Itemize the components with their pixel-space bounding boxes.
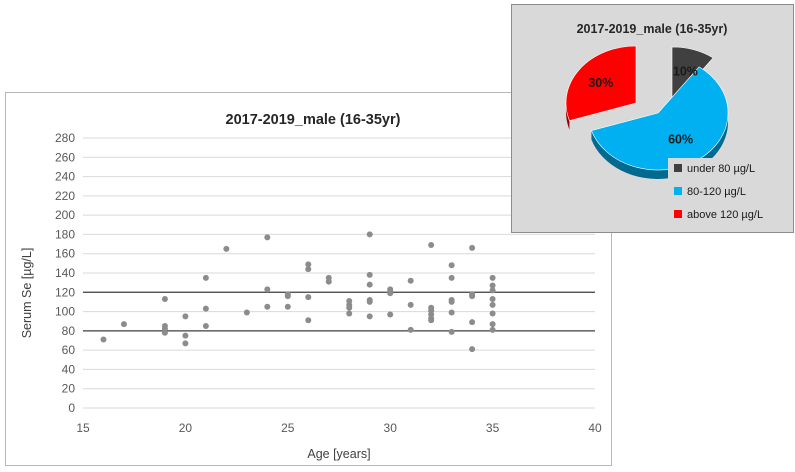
scatter-point xyxy=(489,321,496,328)
pie-slice-label: 10% xyxy=(673,64,698,78)
scatter-point xyxy=(407,301,414,308)
y-tick-label: 100 xyxy=(55,305,75,319)
scatter-point xyxy=(120,321,127,328)
y-tick-label: 260 xyxy=(55,150,75,164)
scatter-points xyxy=(100,231,496,353)
pie-chart-panel: 2017-2019_male (16-35yr) 10% 60% 30% under… xyxy=(511,4,794,233)
pie-legend: under 80 µg/L 80-120 µg/L above 120 µg/L xyxy=(668,158,790,230)
scatter-point xyxy=(448,328,455,335)
scatter-point xyxy=(428,242,435,249)
scatter-point xyxy=(182,332,189,339)
legend-label: 80-120 µg/L xyxy=(687,186,746,198)
scatter-point xyxy=(100,336,107,343)
scatter-point xyxy=(346,304,353,311)
scatter-point xyxy=(448,309,455,316)
pie-slice-label: 60% xyxy=(668,132,693,146)
scatter-point xyxy=(448,298,455,305)
scatter-point xyxy=(161,329,168,336)
scatter-point xyxy=(407,277,414,284)
scatter-point xyxy=(305,266,312,273)
legend-label: under 80 µg/L xyxy=(687,163,755,175)
y-tick-label: 40 xyxy=(62,362,76,376)
scatter-point xyxy=(489,296,496,303)
scatter-point xyxy=(182,313,189,320)
scatter-point xyxy=(366,231,373,238)
scatter-chart: 2017-2019_male (16-35yr) 0 20 40 60 80 100 120… xyxy=(20,112,602,461)
scatter-point xyxy=(305,294,312,301)
scatter-point xyxy=(448,262,455,269)
pie-chart: 2017-2019_male (16-35yr) 10% 60% 30% under… xyxy=(565,22,790,230)
x-tick-label: 35 xyxy=(486,421,500,435)
scatter-point xyxy=(469,244,476,251)
scatter-point xyxy=(284,303,291,310)
x-tick-label: 25 xyxy=(281,421,295,435)
scatter-point xyxy=(161,296,168,303)
scatter-point xyxy=(489,287,496,294)
scatter-point xyxy=(305,317,312,324)
x-tick-label: 40 xyxy=(588,421,602,435)
scatter-point xyxy=(387,290,394,297)
scatter-point xyxy=(366,313,373,320)
y-tick-label: 200 xyxy=(55,208,75,222)
pie-slice-label: 30% xyxy=(588,76,613,90)
y-tick-label: 80 xyxy=(62,324,76,338)
scatter-chart-panel: 2017-2019_male (16-35yr) 0 20 40 60 80 100 120… xyxy=(5,92,612,466)
scatter-point xyxy=(489,282,496,289)
legend-swatch xyxy=(674,210,682,218)
scatter-point xyxy=(428,317,435,324)
pie-slice xyxy=(565,45,637,121)
scatter-point xyxy=(387,311,394,318)
y-tick-label: 280 xyxy=(55,131,75,145)
scatter-point xyxy=(284,293,291,300)
pie-chart-title: 2017-2019_male (16-35yr) xyxy=(577,22,728,36)
x-axis-ticks: 15 20 25 30 35 40 xyxy=(76,421,602,435)
scatter-point xyxy=(264,286,271,293)
scatter-point xyxy=(469,293,476,300)
scatter-point xyxy=(366,271,373,278)
scatter-point xyxy=(325,278,332,285)
scatter-point xyxy=(469,319,476,326)
y-tick-label: 220 xyxy=(55,189,75,203)
y-tick-label: 160 xyxy=(55,247,75,261)
legend-label: above 120 µg/L xyxy=(687,209,763,221)
y-tick-label: 180 xyxy=(55,227,75,241)
scatter-point xyxy=(489,301,496,308)
scatter-point xyxy=(489,274,496,281)
scatter-point xyxy=(366,298,373,305)
scatter-point xyxy=(223,245,230,252)
pie-slice-labels: 10% 60% 30% xyxy=(588,64,698,146)
y-tick-label: 0 xyxy=(68,401,75,415)
reference-lines xyxy=(83,291,595,332)
legend-box xyxy=(668,158,790,230)
y-tick-label: 60 xyxy=(62,343,76,357)
legend-swatch xyxy=(674,164,682,172)
scatter-point xyxy=(469,346,476,353)
x-axis-title: Age [years] xyxy=(307,447,370,461)
scatter-point xyxy=(407,326,414,333)
scatter-point xyxy=(243,309,250,316)
x-tick-label: 15 xyxy=(76,421,90,435)
y-tick-label: 240 xyxy=(55,170,75,184)
x-tick-label: 20 xyxy=(179,421,193,435)
scatter-point xyxy=(264,303,271,310)
x-tick-label: 30 xyxy=(384,421,398,435)
scatter-point xyxy=(182,340,189,347)
scatter-point xyxy=(366,281,373,288)
y-tick-label: 120 xyxy=(55,285,75,299)
scatter-point xyxy=(489,326,496,333)
scatter-point xyxy=(202,305,209,312)
scatter-point xyxy=(202,323,209,330)
y-tick-label: 140 xyxy=(55,266,75,280)
scatter-chart-title: 2017-2019_male (16-35yr) xyxy=(226,112,401,128)
y-axis-title: Serum Se [µg/L] xyxy=(20,248,34,339)
legend-swatch xyxy=(674,187,682,195)
y-tick-label: 20 xyxy=(62,382,76,396)
scatter-point xyxy=(489,310,496,317)
scatter-point xyxy=(346,310,353,317)
scatter-point xyxy=(264,234,271,241)
scatter-point xyxy=(448,274,455,281)
scatter-point xyxy=(202,274,209,281)
scatter-point xyxy=(305,261,312,268)
y-axis-ticks: 0 20 40 60 80 100 120 140 160 180 200 220 240 260 280 xyxy=(55,131,75,415)
